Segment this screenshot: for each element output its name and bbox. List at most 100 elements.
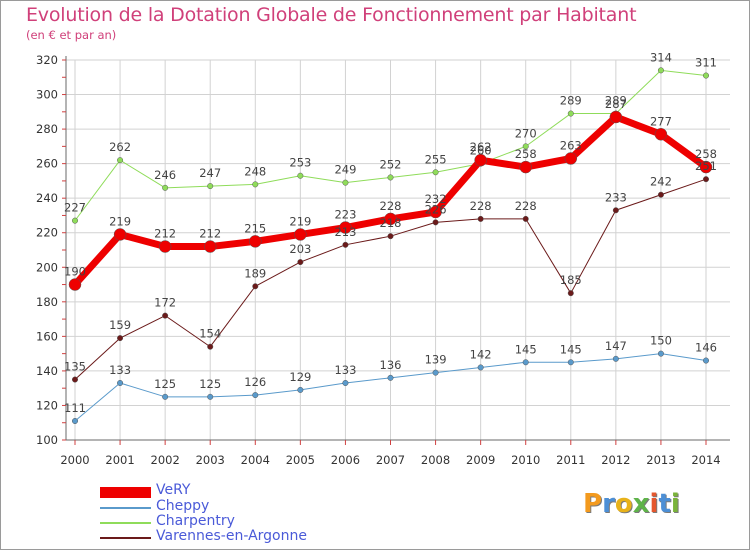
data-label: 277 (650, 114, 672, 128)
data-point (297, 259, 304, 266)
data-point (207, 343, 214, 350)
data-label: 311 (695, 56, 717, 70)
data-label: 253 (289, 156, 311, 170)
data-label: 212 (154, 227, 176, 241)
y-tick-label: 260 (36, 157, 58, 171)
data-label: 125 (154, 377, 176, 391)
data-label: 218 (380, 216, 402, 230)
legend-label: VeRY (156, 482, 191, 498)
data-point (654, 128, 668, 141)
data-point (387, 374, 394, 381)
data-point (72, 376, 78, 383)
data-label: 147 (605, 339, 627, 353)
data-point (162, 393, 169, 400)
y-tick-label: 240 (36, 191, 58, 205)
data-label: 289 (560, 94, 582, 108)
data-label: 219 (109, 214, 131, 228)
data-label: 270 (515, 126, 537, 140)
data-label: 228 (380, 199, 402, 213)
data-point (72, 217, 78, 224)
legend-label: Varennes-en-Argonne (156, 528, 307, 544)
data-label: 135 (64, 360, 86, 374)
data-point (522, 215, 529, 222)
x-tick-label: 2001 (105, 453, 134, 467)
legend-label: Cheppy (156, 498, 210, 514)
data-label: 247 (199, 166, 221, 180)
data-point (252, 392, 259, 399)
data-point (477, 215, 484, 222)
data-label: 139 (425, 353, 447, 367)
data-label: 159 (109, 318, 131, 332)
data-label: 226 (425, 202, 447, 216)
data-label: 260 (470, 144, 492, 158)
data-point (657, 191, 664, 198)
data-point (203, 240, 217, 253)
data-label: 172 (154, 296, 176, 310)
data-point (342, 380, 349, 386)
x-tick-label: 2002 (151, 453, 180, 467)
data-label: 203 (289, 242, 311, 256)
data-point (117, 335, 124, 342)
y-tick-label: 300 (36, 88, 58, 102)
data-point (342, 179, 349, 186)
data-point (249, 235, 262, 248)
data-label: 262 (470, 140, 492, 154)
data-label: 142 (470, 347, 492, 361)
data-point (609, 110, 623, 124)
data-point (207, 183, 214, 190)
data-label: 289 (605, 94, 627, 108)
x-tick-label: 2014 (691, 453, 720, 467)
data-label: 287 (605, 97, 627, 111)
data-label: 111 (64, 401, 86, 415)
x-tick-label: 2005 (286, 453, 315, 467)
y-tick-label: 320 (36, 53, 58, 67)
y-tick-label: 120 (36, 398, 58, 412)
legend-swatch (100, 537, 151, 539)
data-point (162, 184, 169, 191)
x-tick-label: 2013 (646, 453, 675, 467)
data-point (522, 143, 529, 150)
legend-label: Charpentry (156, 513, 235, 529)
x-tick-label: 2010 (511, 453, 540, 467)
data-label: 228 (515, 199, 537, 213)
chart-title: Evolution de la Dotation Globale de Fonc… (26, 4, 637, 26)
data-point (387, 174, 394, 181)
data-label: 125 (199, 377, 221, 391)
data-point (113, 228, 127, 241)
data-label: 215 (244, 221, 266, 235)
y-tick-label: 280 (36, 122, 58, 136)
data-label: 227 (64, 201, 86, 215)
data-label: 263 (560, 138, 582, 152)
data-label: 190 (64, 265, 86, 279)
data-label: 242 (650, 175, 672, 189)
legend-swatch (100, 522, 151, 524)
data-point (567, 290, 574, 297)
data-point (657, 350, 664, 357)
data-point (342, 241, 349, 248)
legend-swatch (100, 507, 151, 509)
x-tick-label: 2012 (601, 453, 630, 467)
data-point (432, 369, 439, 376)
data-point (432, 169, 439, 176)
data-point (117, 157, 124, 164)
y-tick-label: 220 (36, 226, 58, 240)
x-tick-label: 2004 (241, 453, 270, 467)
data-point (657, 67, 664, 74)
x-tick-label: 2008 (421, 453, 450, 467)
x-tick-label: 2000 (60, 453, 89, 467)
data-point (703, 176, 709, 183)
data-point (564, 152, 578, 165)
data-point (474, 153, 487, 167)
data-point (703, 72, 709, 79)
data-label: 246 (154, 168, 176, 182)
data-label: 133 (109, 363, 131, 377)
data-point (252, 181, 259, 188)
data-point (339, 221, 352, 234)
chart-subtitle: (en € et par an) (26, 28, 117, 42)
data-point (387, 233, 394, 240)
data-label: 262 (109, 140, 131, 154)
data-point (297, 386, 304, 393)
proxiti-logo: Proxiti (583, 489, 680, 519)
data-label: 213 (334, 225, 356, 239)
